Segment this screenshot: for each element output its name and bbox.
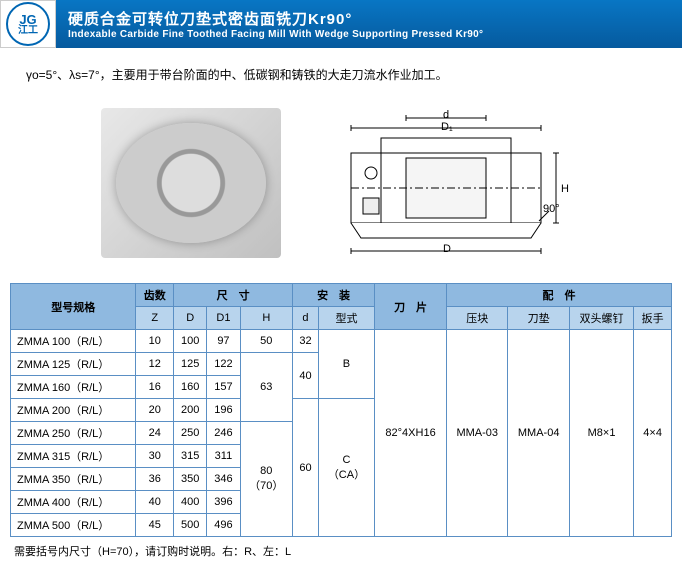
th-screw: 双头螺钉 — [569, 307, 633, 330]
header-bar: JG 江工 硬质合金可转位刀垫式密齿面铣刀Kr90° Indexable Car… — [0, 0, 682, 48]
table-row: ZMMA 100（R/L） 10 100 97 50 32 B 82°4XH16… — [11, 330, 672, 353]
technical-diagram: D₁ d D H 90° — [321, 103, 581, 263]
logo-text-top: JG — [19, 13, 36, 26]
th-D1: D1 — [207, 307, 240, 330]
dim-angle: 90° — [543, 203, 560, 215]
logo: JG 江工 — [0, 0, 56, 48]
image-row: D₁ d D H 90° — [0, 93, 682, 283]
th-block: 压块 — [447, 307, 508, 330]
logo-text-bottom: 江工 — [18, 26, 38, 36]
th-D: D — [174, 307, 207, 330]
footnote: 需要括号内尺寸（H=70），请订购时说明。右：R、左：L — [0, 537, 682, 565]
th-H: H — [240, 307, 293, 330]
th-parts: 配 件 — [447, 284, 672, 307]
title-chinese: 硬质合金可转位刀垫式密齿面铣刀Kr90° — [68, 8, 670, 29]
th-type: 型式 — [318, 307, 374, 330]
description: γo=5°、λs=7°，主要用于带台阶面的中、低碳钢和铸铁的大走刀流水作业加工。 — [0, 48, 682, 93]
th-model: 型号规格 — [11, 284, 136, 330]
th-insert: 刀 片 — [375, 284, 447, 330]
th-d: d — [293, 307, 319, 330]
th-teeth: 齿数 — [136, 284, 174, 307]
th-mount: 安 装 — [293, 284, 375, 307]
title-bar: 硬质合金可转位刀垫式密齿面铣刀Kr90° Indexable Carbide F… — [56, 0, 682, 48]
title-english: Indexable Carbide Fine Toothed Facing Mi… — [68, 29, 670, 40]
dim-d-small: d — [443, 109, 449, 121]
dim-h: H — [561, 183, 569, 195]
dim-d-big: D — [443, 243, 451, 255]
th-wrench: 扳手 — [634, 307, 672, 330]
th-size: 尺 寸 — [174, 284, 293, 307]
dim-d1: D₁ — [441, 121, 453, 133]
th-pad: 刀垫 — [508, 307, 569, 330]
th-z: Z — [136, 307, 174, 330]
spec-table: 型号规格 齿数 尺 寸 安 装 刀 片 配 件 Z D D1 H d 型式 压块… — [10, 283, 672, 537]
product-photo — [101, 108, 281, 258]
